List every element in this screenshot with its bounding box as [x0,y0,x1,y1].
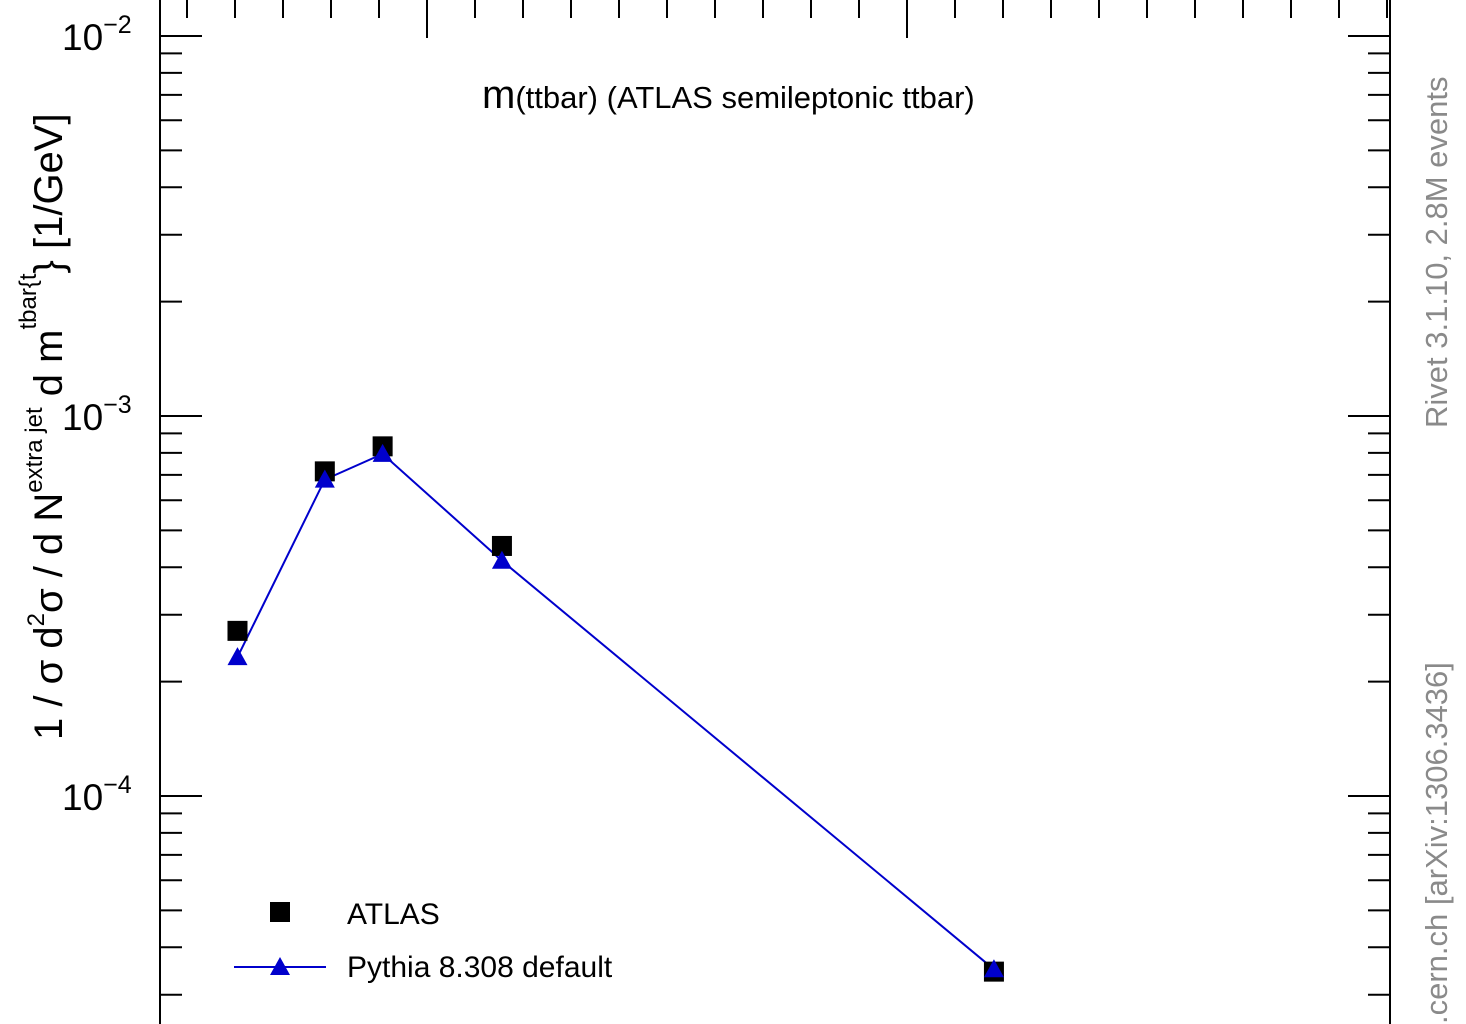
plot-frame [159,0,1391,1024]
pythia-data-point [983,959,1004,978]
axis-ticks [160,0,1390,996]
legend-pythia-label: Pythia 8.308 default [347,951,613,984]
pythia-data-point [372,443,393,462]
atlas-data-point [491,535,512,556]
y-tick-labels: 10−2 10−3 10−4 [62,11,132,818]
legend-atlas-label: ATLAS [347,898,440,931]
y-tick-label: 10−2 [62,11,132,58]
legend-atlas-marker [270,902,290,922]
pythia-series-line [236,452,995,971]
y-tick-label: 10−3 [62,391,132,438]
pythia-data-point [314,469,335,488]
plot-title: m(ttbar) (ATLAS semileptonic ttbar) [482,73,975,117]
pythia-data-point [491,550,512,569]
legend: ATLAS Pythia 8.308 default [234,898,613,984]
y-tick-label: 10−4 [62,771,132,818]
rivet-version-text: Rivet 3.1.10, 2.8M events [1419,76,1454,428]
pythia-series-points [227,443,1004,978]
arxiv-reference-text: .cern.ch [arXiv:1306.3436] [1419,662,1454,1024]
legend-pythia-marker [270,957,290,975]
atlas-series-points [227,436,1004,982]
y-axis-label: 1 / σ d2σ / d Nextra jet d mtbar{t} [1/G… [15,113,71,740]
pythia-data-point [227,647,248,666]
atlas-data-point [227,620,248,641]
